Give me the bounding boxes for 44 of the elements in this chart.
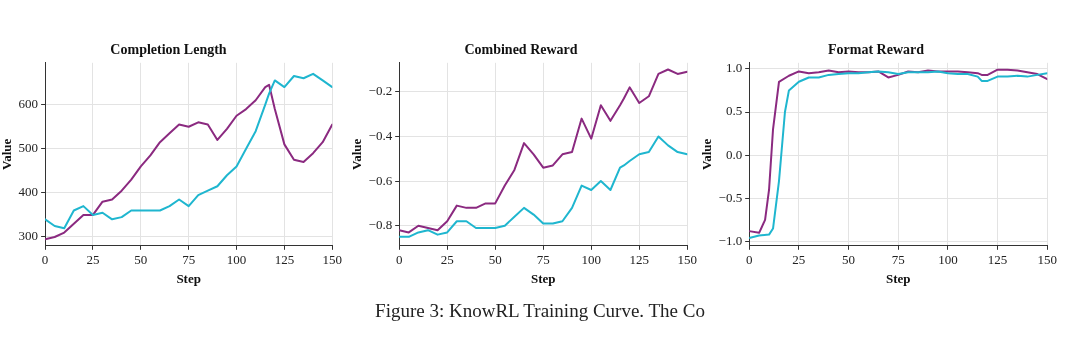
x-tick-label: 150	[1037, 252, 1057, 268]
x-tick-label: 125	[987, 252, 1008, 268]
y-tick-label: −0.2	[368, 83, 393, 99]
x-tick-label: 75	[536, 252, 550, 268]
x-tick-label: 0	[395, 252, 403, 268]
y-axis-title: Value	[699, 138, 715, 170]
chart-title: Combined Reward	[464, 42, 578, 58]
x-tick-label: 25	[792, 252, 806, 268]
x-tick-label: 0	[41, 252, 49, 268]
y-tick-label: −0.6	[368, 172, 393, 188]
chart-title: Format Reward	[827, 42, 925, 58]
x-tick-label: 125	[629, 252, 649, 268]
y-tick-label: 1.0	[725, 60, 743, 76]
x-tick-label: 100	[226, 252, 247, 268]
y-axis-title: Value	[349, 138, 365, 170]
y-tick-label: −0.8	[368, 217, 393, 233]
x-tick-label: 150	[322, 252, 342, 268]
x-tick-label: 0	[745, 252, 753, 268]
y-tick-label: 400	[18, 184, 39, 200]
x-tick-label: 25	[440, 252, 454, 268]
x-tick-label: 150	[677, 252, 697, 268]
y-tick-label: 600	[18, 96, 39, 112]
y-tick-label: −1.0	[718, 232, 743, 248]
x-tick-label: 100	[938, 252, 958, 268]
y-tick-label: −0.5	[718, 189, 743, 205]
y-tick-label: −0.4	[368, 127, 393, 143]
x-axis-title: Step	[176, 270, 201, 286]
x-tick-label: 75	[891, 252, 905, 268]
y-tick-label: 300	[18, 228, 39, 244]
x-tick-label: 50	[842, 252, 856, 268]
x-tick-label: 75	[182, 252, 196, 268]
x-axis-title: Step	[885, 270, 911, 286]
y-axis-title: Value	[0, 138, 15, 170]
caption: Figure 3: KnowRL Training Curve. The Co	[375, 300, 705, 321]
x-tick-label: 25	[86, 252, 100, 268]
x-tick-label: 50	[488, 252, 502, 268]
x-axis-title: Step	[530, 270, 556, 286]
x-tick-label: 125	[274, 252, 295, 268]
x-tick-label: 50	[134, 252, 148, 268]
chart-title: Completion Length	[110, 42, 227, 58]
x-tick-label: 100	[581, 252, 601, 268]
y-tick-label: 500	[18, 140, 39, 156]
y-tick-label: 0.5	[725, 103, 743, 119]
y-tick-label: 0.0	[725, 146, 743, 162]
